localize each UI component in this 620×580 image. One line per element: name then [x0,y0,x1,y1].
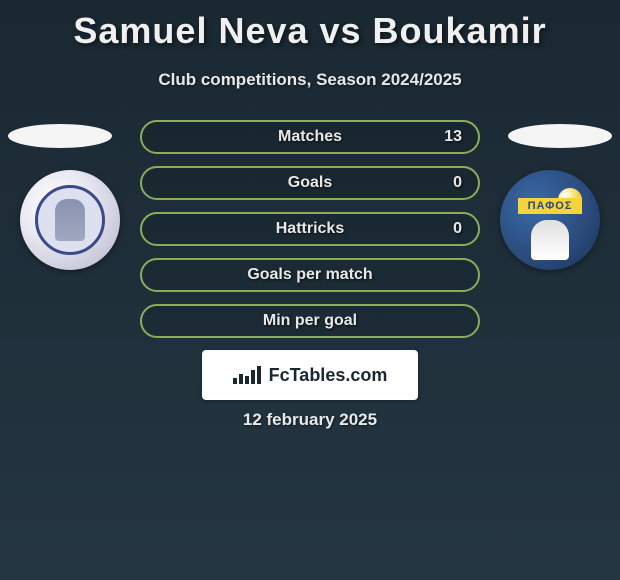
crest-left-figure [55,199,85,241]
stats-panel: Matches 13 Goals 0 Hattricks 0 Goals per… [140,120,480,350]
date-text: 12 february 2025 [0,410,620,430]
stat-value: 0 [453,174,462,192]
stat-row-hattricks: Hattricks 0 [140,212,480,246]
stat-label: Goals per match [247,266,372,284]
team-crest-left-inner [35,185,105,255]
page-subtitle: Club competitions, Season 2024/2025 [0,70,620,90]
page-title: Samuel Neva vs Boukamir [0,0,620,52]
crest-right-band: ΠΑΦΟΣ [518,198,583,214]
stat-value: 13 [444,128,462,146]
stat-row-goals: Goals 0 [140,166,480,200]
stat-label: Min per goal [263,312,357,330]
brand-chart-icon [233,366,263,384]
stat-row-goals-per-match: Goals per match [140,258,480,292]
stat-label: Hattricks [276,220,344,238]
crest-right-figure [531,220,569,260]
stat-row-matches: Matches 13 [140,120,480,154]
brand-text: FcTables.com [269,365,388,386]
ellipse-left-decor [8,124,112,148]
stat-row-min-per-goal: Min per goal [140,304,480,338]
stat-value: 0 [453,220,462,238]
team-crest-right: ΠΑΦΟΣ [500,170,600,270]
team-crest-left [20,170,120,270]
brand-box[interactable]: FcTables.com [202,350,418,400]
stat-label: Goals [288,174,332,192]
ellipse-right-decor [508,124,612,148]
stat-label: Matches [278,128,342,146]
